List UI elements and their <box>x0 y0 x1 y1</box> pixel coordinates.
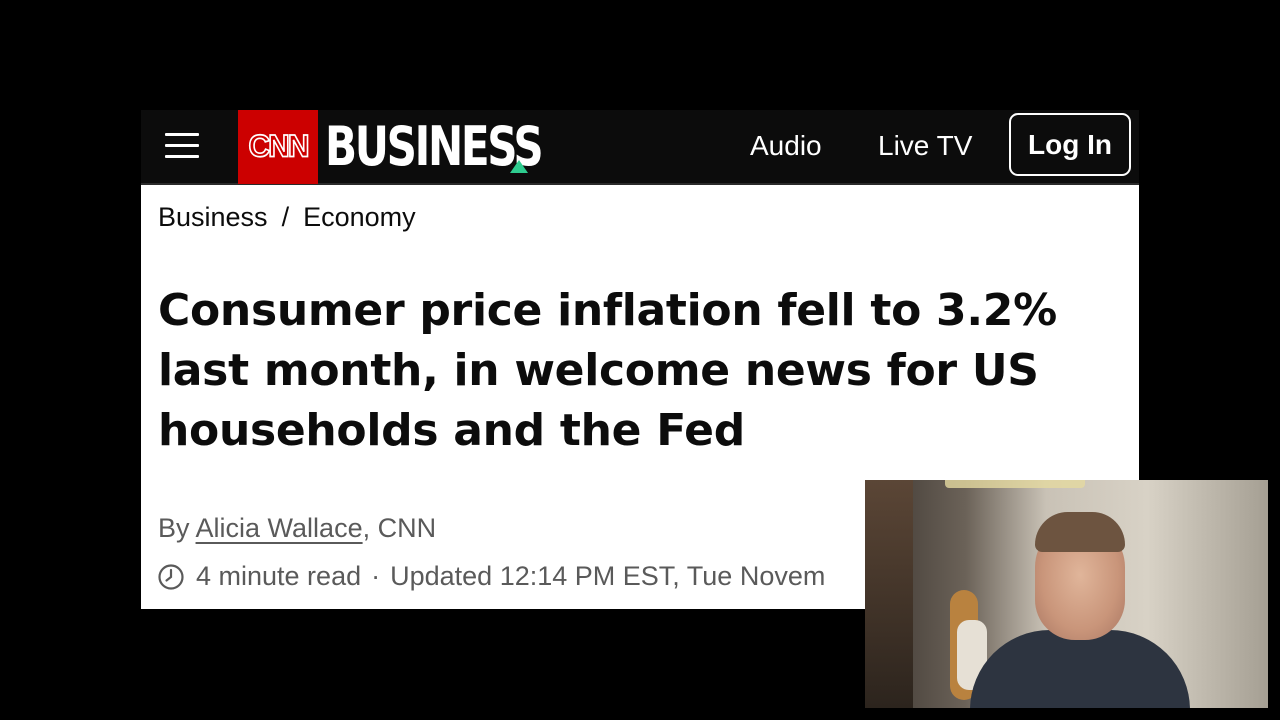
article-meta: 4 minute read · Updated 12:14 PM EST, Tu… <box>158 561 825 592</box>
presenter-hair <box>1035 512 1125 552</box>
byline-prefix: By <box>158 513 196 543</box>
section-logo[interactable]: BUSINESS <box>325 115 544 178</box>
hamburger-menu-icon[interactable] <box>165 127 201 163</box>
background-shelf <box>865 480 913 708</box>
breadcrumb-separator: / <box>281 202 290 232</box>
presenter-video-overlay <box>865 480 1268 708</box>
login-button[interactable]: Log In <box>1009 113 1131 176</box>
article-page: CNN BUSINESS Audio Live TV Log In Busine… <box>141 110 1139 609</box>
presenter-body <box>970 630 1190 708</box>
meta-separator: · <box>371 561 381 591</box>
nav-audio-link[interactable]: Audio <box>750 130 822 161</box>
breadcrumb: Business / Economy <box>158 202 416 233</box>
clock-icon <box>158 563 184 590</box>
byline-suffix: , CNN <box>362 513 437 543</box>
background-banner <box>945 480 1085 488</box>
triangle-icon <box>510 160 528 173</box>
cnn-logo-text: CNN <box>248 128 311 164</box>
site-header: CNN BUSINESS Audio Live TV Log In <box>141 110 1139 185</box>
updated-timestamp: Updated 12:14 PM EST, Tue Novem <box>390 561 826 591</box>
article-headline: Consumer price inflation fell to 3.2% la… <box>158 285 1057 456</box>
read-time: 4 minute read <box>196 561 362 591</box>
byline: By Alicia Wallace, CNN <box>158 513 436 544</box>
nav-live-tv-link[interactable]: Live TV <box>878 130 973 161</box>
breadcrumb-business[interactable]: Business <box>158 202 268 232</box>
breadcrumb-economy[interactable]: Economy <box>303 202 416 232</box>
cnn-logo[interactable]: CNN <box>238 110 318 184</box>
author-link[interactable]: Alicia Wallace <box>195 513 363 543</box>
